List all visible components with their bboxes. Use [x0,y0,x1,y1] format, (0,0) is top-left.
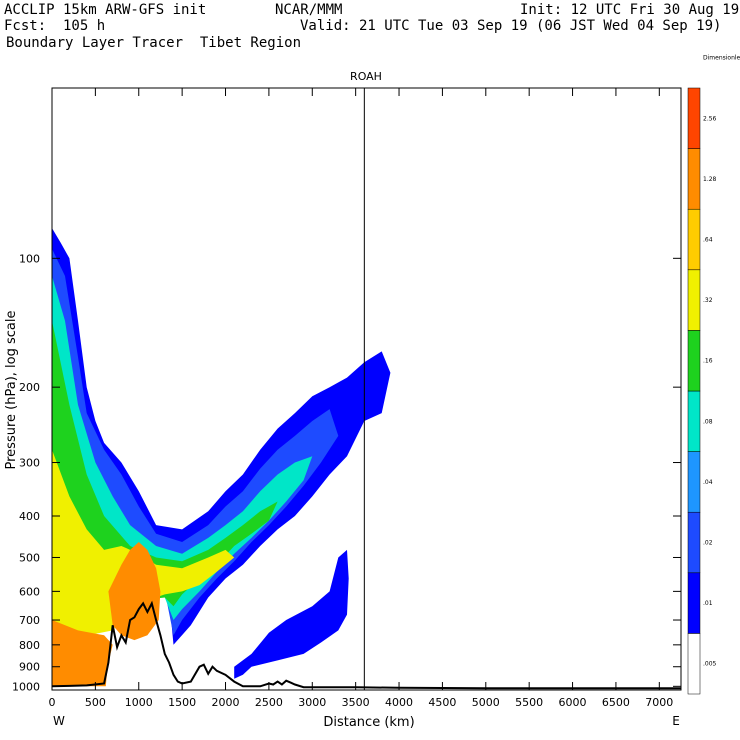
colorbar-swatch [687,269,701,331]
x-tick-label: 1500 [168,696,196,709]
header-field-name: Boundary Layer Tracer Tibet Region [6,35,302,51]
x-end-label: E [672,714,680,728]
header-model: ACCLIP 15km ARW-GFS init [4,2,207,18]
colorbar-swatch [687,572,701,634]
y-tick-label: 400 [19,510,40,523]
colorbar: .005 .01 .02 .04 .08 .16 .32 .64 1.28 2.56 Dimensi… [687,55,740,695]
y-axis-label: Pressure (hPa), log scale [4,311,19,470]
y-tick-label: 1000 [12,680,40,693]
x-axis: 0 500 1000 1500 2000 2500 3000 3500 4000 4500 5000… [49,88,673,709]
colorbar-label: .02 [703,540,713,547]
colorbar-swatch [687,633,701,695]
x-tick-label: 4000 [385,696,413,709]
y-tick-label: 700 [19,614,40,627]
x-tick-label: 3000 [298,696,326,709]
chart-title: ROAH [350,70,382,83]
colorbar-label: .04 [703,479,713,486]
tracer-region [52,620,113,687]
x-axis-label: Distance (km) [323,715,414,730]
header-forecast-hour: Fcst: 105 h [4,18,106,34]
x-tick-label: 5500 [515,696,543,709]
y-tick-label: 900 [19,661,40,674]
y-tick-label: 600 [19,585,40,598]
x-tick-label: 3500 [342,696,370,709]
y-tick-label: 200 [19,381,40,394]
colorbar-swatch [687,390,701,452]
colorbar-label: .16 [703,358,713,365]
y-tick-label: 500 [19,551,40,564]
colorbar-label: .01 [703,600,713,607]
colorbar-label: Dimensionless [703,55,740,62]
x-tick-label: 6000 [559,696,587,709]
colorbar-swatch [687,87,701,149]
colorbar-label: .005 [703,661,717,668]
colorbar-swatch [687,330,701,392]
y-tick-label: 800 [19,639,40,652]
x-tick-label: 2500 [255,696,283,709]
x-tick-label: 2000 [212,696,240,709]
x-start-label: W [53,714,65,728]
header-org: NCAR/MMM [275,2,343,18]
tracer-region [52,449,235,643]
plot-frame [51,87,682,691]
y-axis: 100 200 300 400 500 600 700 800 900 1000 [12,252,681,693]
x-tick-label: 0 [49,696,56,709]
x-tick-label: 6500 [602,696,630,709]
colorbar-swatch [687,148,701,210]
colorbar-swatch [687,208,701,271]
y-tick-label: 300 [19,457,40,470]
colorbar-label: .08 [703,418,713,425]
colorbar-label: 1.28 [703,176,717,183]
colorbar-label: .32 [703,297,713,304]
header-valid-time: Valid: 21 UTC Tue 03 Sep 19 (06 JST Wed … [300,18,722,34]
x-tick-label: 4500 [428,696,456,709]
x-tick-label: 5000 [472,696,500,709]
colorbar-label: 2.56 [703,115,717,122]
x-tick-label: 500 [85,696,106,709]
header-init: Init: 12 UTC Fri 30 Aug 19 [520,2,740,18]
tracer-field [52,228,391,687]
x-tick-label: 1000 [125,696,153,709]
tracer-region [234,549,349,679]
colorbar-swatch [687,511,701,574]
y-tick-label: 100 [19,252,40,265]
x-tick-label: 7000 [645,696,673,709]
colorbar-swatch [687,451,701,513]
colorbar-label: .64 [703,237,713,244]
terrain-profile-line [52,600,681,690]
tracer-region [108,542,161,641]
